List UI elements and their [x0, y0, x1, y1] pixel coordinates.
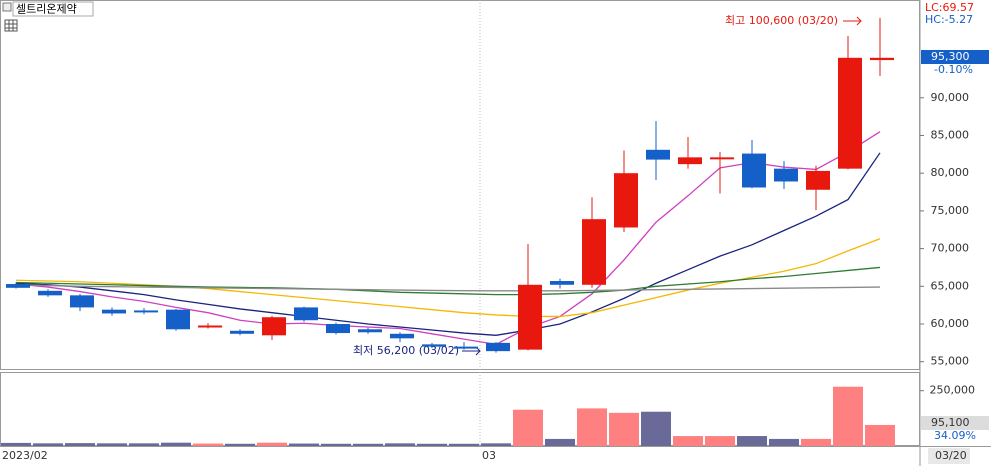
volume-bar — [353, 443, 383, 446]
title-box — [12, 1, 94, 17]
volume-bar — [865, 424, 895, 446]
volume-bar — [33, 443, 63, 446]
current-date: 03/20 — [935, 449, 967, 462]
candle-body — [678, 157, 702, 165]
candle-body — [646, 149, 670, 160]
last-price-box — [921, 50, 989, 64]
volume-bar — [545, 438, 575, 446]
candle-body — [518, 284, 542, 350]
grid-icon[interactable] — [4, 19, 18, 32]
candle-body — [550, 281, 574, 285]
candle-body — [166, 309, 190, 330]
volume-bar — [801, 438, 831, 446]
volume-bar — [321, 443, 351, 446]
y-tick-label: 65,000 — [931, 279, 970, 292]
volume-tick-label: 250,000 — [930, 384, 976, 397]
candle-body — [710, 157, 734, 160]
candle-body — [454, 346, 478, 349]
volume-bar — [161, 442, 191, 446]
last-volume-box — [921, 416, 989, 430]
indicator-lc: LC:69.57 — [925, 1, 974, 14]
volume-bar — [641, 411, 671, 446]
candle-body — [774, 168, 798, 182]
y-tick-label: 90,000 — [931, 91, 970, 104]
volume-bar — [513, 409, 543, 446]
x-tick-label: 03 — [482, 449, 496, 462]
menu-icon[interactable] — [2, 2, 12, 12]
candle-body — [582, 219, 606, 285]
volume-bar — [417, 443, 447, 446]
x-tick-label: 2023/02 — [2, 449, 48, 462]
high-annotation: 최고 100,600 (03/20) — [725, 14, 838, 27]
candle-body — [230, 330, 254, 334]
volume-bar — [737, 436, 767, 446]
candle-body — [614, 173, 638, 228]
candle-body — [806, 170, 830, 190]
last-price: 95,300 — [931, 50, 970, 63]
volume-bar — [577, 408, 607, 446]
y-tick-label: 70,000 — [931, 242, 970, 255]
candle-body — [262, 317, 286, 336]
candle-body — [198, 325, 222, 328]
candle-body — [870, 57, 894, 61]
moving-average — [15, 152, 881, 336]
volume-bar — [1, 442, 31, 446]
volume-bar — [289, 443, 319, 446]
volume-bar — [673, 436, 703, 446]
volume-bar — [225, 443, 255, 446]
volume-bar — [97, 443, 127, 446]
volume-bar — [257, 442, 287, 446]
candle-body — [838, 57, 862, 169]
volume-ratio: 34.09% — [934, 429, 976, 442]
candle-body — [6, 284, 30, 288]
date-box — [928, 448, 970, 464]
candle-body — [742, 153, 766, 188]
grid-icon-lines — [5, 20, 17, 31]
volume-bar — [449, 443, 479, 446]
candle-body — [422, 344, 446, 347]
volume-bar — [609, 412, 639, 446]
indicator-hc: HC:-5.27 — [925, 13, 973, 26]
high-arrow — [843, 16, 862, 26]
volume-bar — [481, 443, 511, 446]
y-tick-label: 60,000 — [931, 317, 970, 330]
y-tick-label: 85,000 — [931, 128, 970, 141]
moving-average — [15, 284, 881, 292]
volume-bar — [705, 436, 735, 446]
candle-body — [70, 295, 94, 308]
chart-title: 셀트리온제약 — [16, 2, 77, 16]
volume-bar — [769, 438, 799, 446]
candle-body — [486, 342, 510, 352]
candle-body — [102, 309, 126, 314]
candle-body — [390, 333, 414, 339]
moving-average — [15, 131, 881, 346]
candle-body — [38, 290, 62, 296]
y-tick-label: 75,000 — [931, 204, 970, 217]
last-change: -0.10% — [934, 63, 973, 76]
candle-body — [326, 324, 350, 334]
candle-body — [134, 310, 158, 313]
volume-bar — [65, 443, 95, 446]
volume-bar — [385, 443, 415, 446]
y-tick-label: 55,000 — [931, 355, 970, 368]
volume-bar — [833, 386, 863, 446]
candle-body — [358, 329, 382, 333]
candle-body — [294, 307, 318, 321]
volume-bar — [129, 443, 159, 446]
moving-average — [15, 266, 881, 296]
volume-bar — [193, 443, 223, 446]
last-volume: 95,100 — [931, 416, 970, 429]
y-tick-label: 80,000 — [931, 166, 970, 179]
